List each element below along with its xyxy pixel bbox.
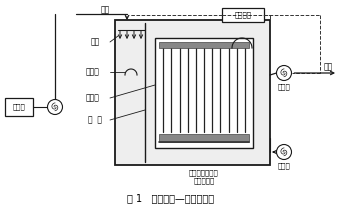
Bar <box>159 42 249 48</box>
Text: 鼓风机: 鼓风机 <box>278 163 290 169</box>
Text: 筛网: 筛网 <box>90 37 100 46</box>
Text: 进水: 进水 <box>100 5 110 14</box>
Text: 图 1   一体式膜—生物反应器: 图 1 一体式膜—生物反应器 <box>128 193 214 203</box>
Text: 调节池: 调节池 <box>13 104 25 110</box>
Text: 生物反应池: 生物反应池 <box>193 178 215 184</box>
Circle shape <box>276 144 291 159</box>
Text: 出水泵: 出水泵 <box>278 84 290 90</box>
Text: 出水: 出水 <box>324 62 333 71</box>
Bar <box>115 20 270 165</box>
Circle shape <box>48 99 63 115</box>
Text: 膜组件: 膜组件 <box>86 93 100 102</box>
Text: 穿孔管鼓风曝气: 穿孔管鼓风曝气 <box>189 170 219 176</box>
Circle shape <box>276 65 291 80</box>
Text: 隔  板: 隔 板 <box>88 116 102 125</box>
Text: 自控系统: 自控系统 <box>235 12 251 18</box>
Bar <box>155 38 253 148</box>
Bar <box>5 98 33 116</box>
Text: 液位计: 液位计 <box>86 68 100 76</box>
Bar <box>159 134 249 142</box>
Bar <box>222 8 264 22</box>
